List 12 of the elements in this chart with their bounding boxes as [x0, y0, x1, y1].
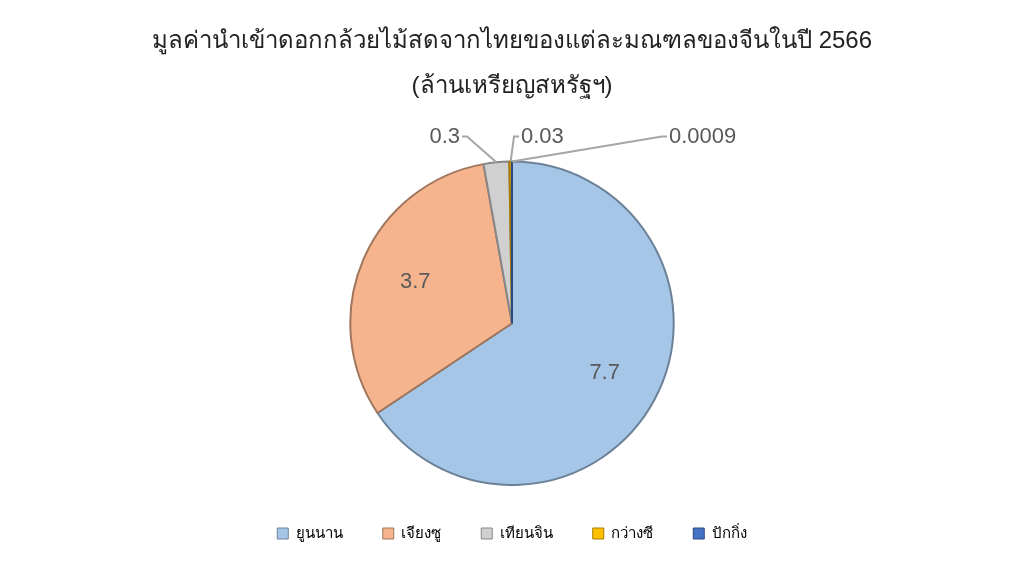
data-label: 0.03: [521, 122, 564, 148]
legend-label: เจียงซู: [401, 523, 442, 542]
legend-label: ยูนนาน: [295, 523, 343, 542]
legend-label: ปักกิ่ง: [711, 521, 747, 541]
legend-label: เทียนจิน: [499, 523, 553, 541]
chart-subtitle: (ล้านเหรียญสหรัฐฯ): [411, 70, 613, 99]
data-label: 3.7: [400, 268, 431, 294]
chart-title: มูลค่านำเข้าดอกกล้วยไม้สดจากไทยของแต่ละมณฑลของจีนในปี 2566: [151, 26, 873, 56]
data-label: 0.0009: [669, 122, 737, 148]
data-label: 7.7: [589, 358, 620, 384]
data-label: 0.3: [429, 122, 460, 148]
legend-label: กว่างซี: [611, 523, 654, 541]
